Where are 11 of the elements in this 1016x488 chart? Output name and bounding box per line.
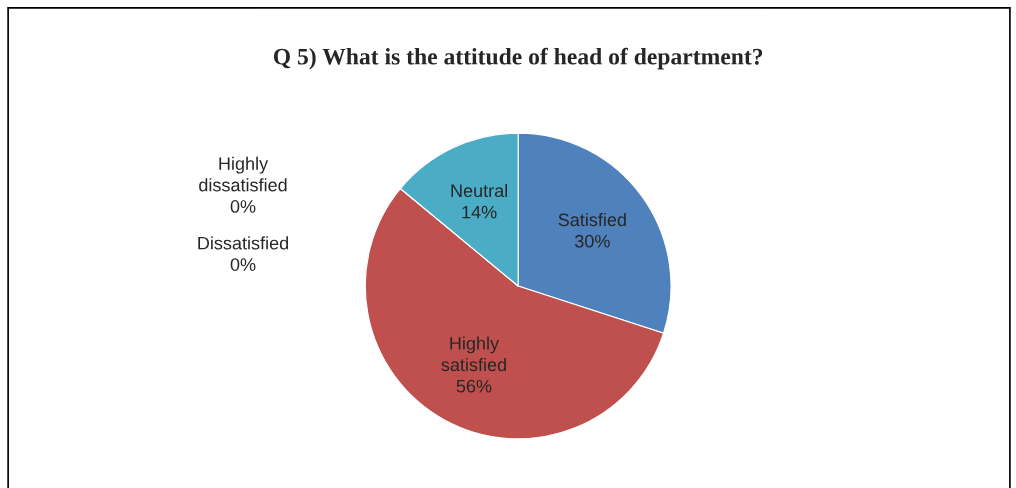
slice-label: Satisfied [558, 212, 626, 227]
slice-label: Highly satisfied [441, 336, 506, 372]
text: 0% [230, 258, 256, 271]
category-label: Highly dissatisfied [199, 156, 287, 192]
text: 0% [230, 200, 256, 213]
chart-title: Q 5) What is the attitude of head of department? [273, 47, 763, 70]
data-label: 56% [456, 379, 492, 393]
data-label: 14% [462, 205, 497, 219]
slice-label: Neutral [451, 183, 508, 198]
category-label: Dissatisfied [198, 236, 289, 250]
data-label: 30% [574, 234, 610, 248]
